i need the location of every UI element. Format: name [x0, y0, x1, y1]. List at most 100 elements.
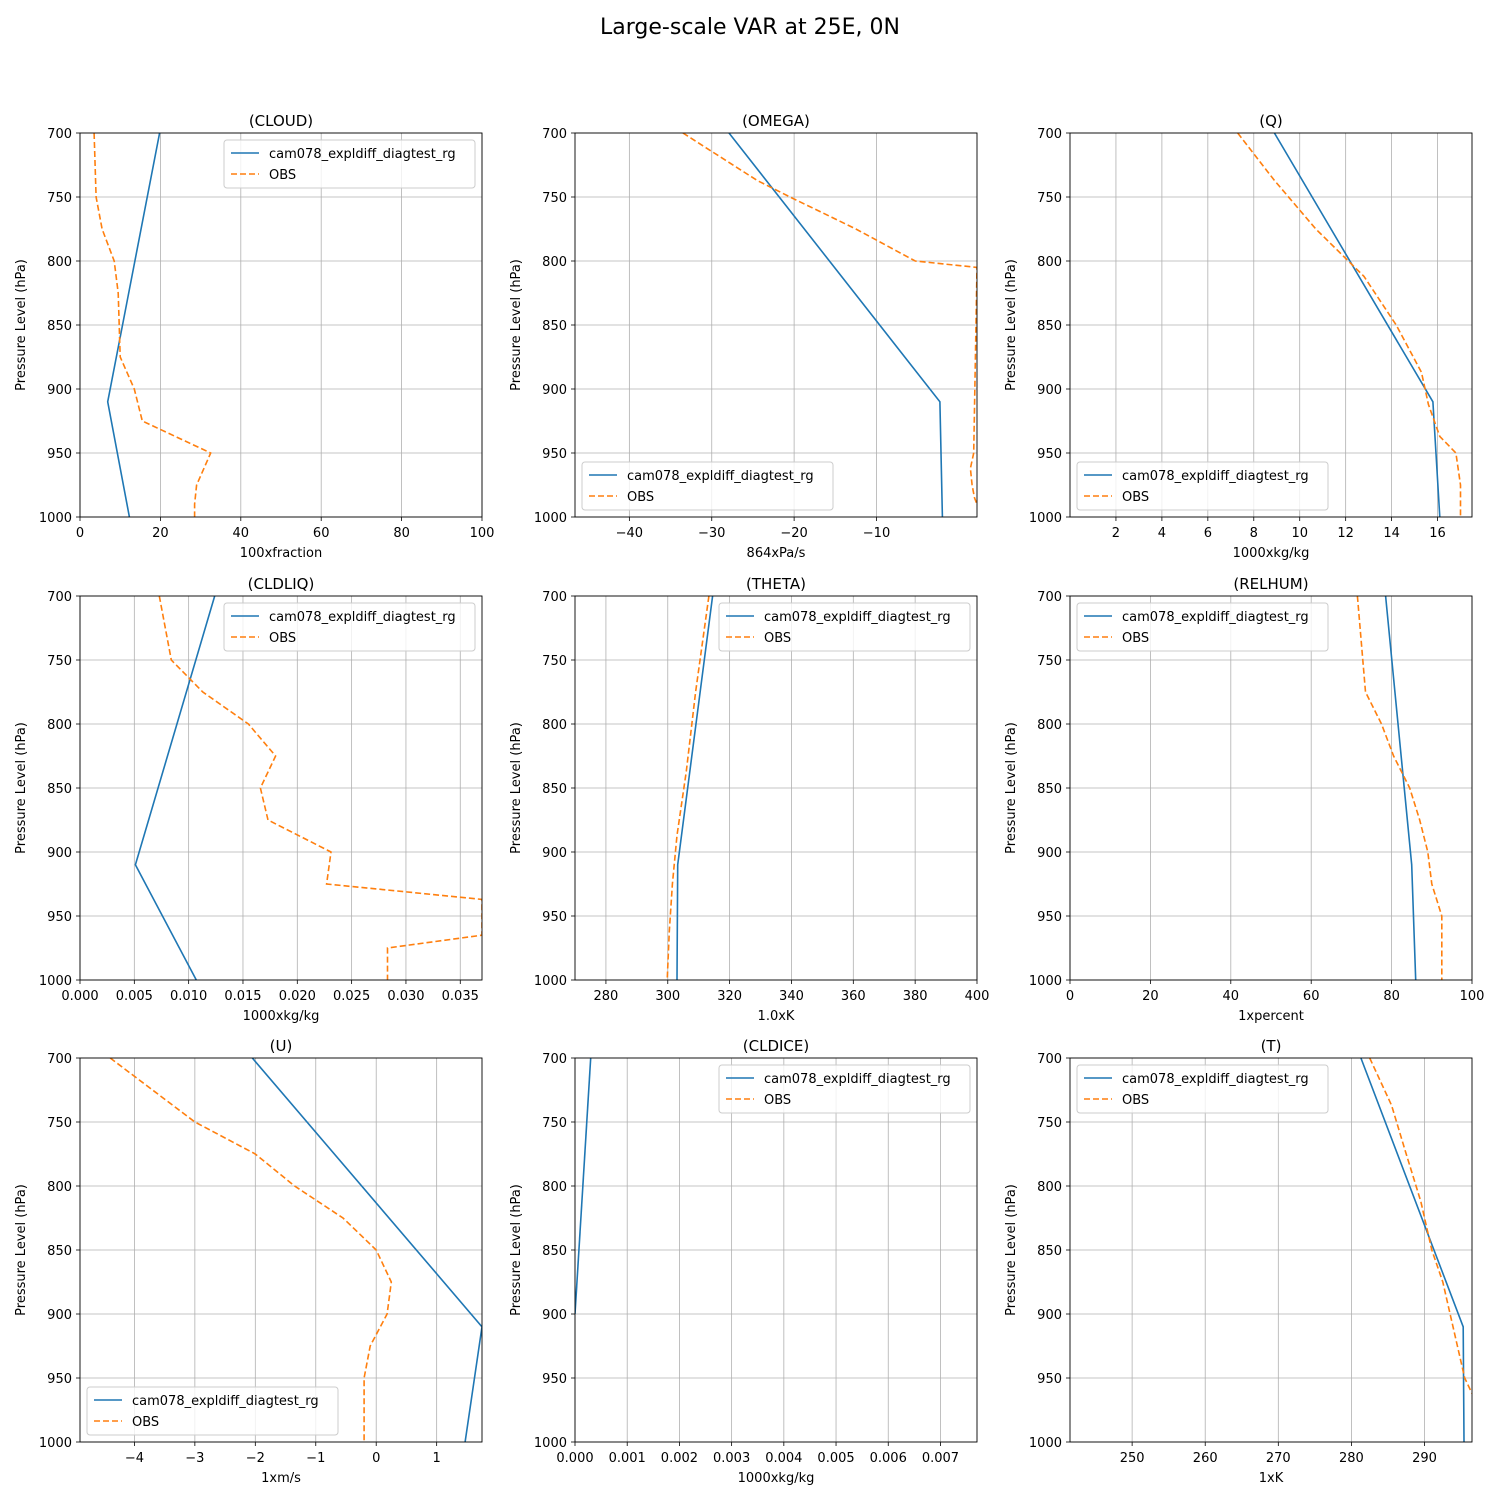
x-tick-label: 0: [1066, 989, 1074, 1004]
x-tick-label: 20: [1142, 989, 1159, 1004]
subplot-5: 280 300 320 340 360 380 400 700 750 800 850 900 950 1…: [509, 575, 989, 1024]
obs-series-line: [1356, 596, 1443, 980]
x-tick-label: −30: [698, 526, 725, 541]
x-tick-label: 400: [965, 989, 990, 1004]
model-series-line: [676, 596, 714, 980]
y-tick-label: 750: [542, 654, 567, 669]
y-tick-label: 750: [1037, 191, 1062, 206]
legend-box: [718, 602, 971, 652]
x-axis-label: 1.0xK: [758, 1009, 795, 1024]
x-tick-label: 340: [779, 989, 804, 1004]
x-tick-label: 0.007: [922, 1451, 959, 1466]
subplot-title: (CLDICE): [743, 1037, 809, 1055]
x-tick-label: 0.001: [609, 1451, 646, 1466]
y-tick-label: 900: [47, 383, 72, 398]
legend-entry-label: cam078_expldiff_diagtest_rg: [1122, 469, 1309, 484]
obs-series-line: [1237, 133, 1462, 517]
y-tick-label: 1000: [534, 511, 567, 526]
subplot-title: (CLOUD): [249, 112, 313, 130]
subplot-title: (Q): [1259, 112, 1283, 130]
y-tick-label: 1000: [1029, 1436, 1062, 1451]
plot-frame: [79, 132, 483, 518]
x-axis-label: 864xPa/s: [747, 546, 806, 561]
x-tick-label: 8: [1250, 526, 1258, 541]
x-tick-label: 0.025: [333, 989, 370, 1004]
y-tick-label: 950: [542, 1372, 567, 1387]
y-axis-label: Pressure Level (hPa): [14, 722, 29, 854]
x-tick-label: 16: [1429, 526, 1446, 541]
y-tick-label: 900: [542, 1308, 567, 1323]
y-tick-label: 1000: [39, 974, 72, 989]
y-tick-label: 750: [47, 654, 72, 669]
y-tick-label: 900: [1037, 1308, 1062, 1323]
subplot-title: (T): [1261, 1037, 1282, 1055]
legend-box: [718, 1064, 971, 1114]
obs-series-line: [158, 596, 482, 980]
y-tick-label: 900: [542, 383, 567, 398]
x-tick-label: 12: [1337, 526, 1354, 541]
legend-entry-label: OBS: [1122, 490, 1149, 505]
y-tick-label: 1000: [1029, 974, 1062, 989]
legend-entry-label: cam078_expldiff_diagtest_rg: [764, 610, 951, 625]
x-tick-label: 0.015: [224, 989, 261, 1004]
x-tick-label: 0: [372, 1451, 380, 1466]
y-tick-label: 800: [1037, 1180, 1062, 1195]
legend-entry-label: cam078_expldiff_diagtest_rg: [627, 469, 814, 484]
plot-frame: [79, 1057, 483, 1443]
x-tick-label: −3: [185, 1451, 204, 1466]
y-tick-label: 850: [47, 1244, 72, 1259]
x-tick-label: 0.000: [61, 989, 98, 1004]
legend-entry-label: cam078_expldiff_diagtest_rg: [1122, 610, 1309, 625]
legend-entry-label: OBS: [132, 1415, 159, 1430]
y-tick-label: 700: [1037, 590, 1062, 605]
subplot-9: 250 260 270 280 290 700 750 800 850 900 950 1000 (T)…: [1004, 1037, 1473, 1486]
legend-entry-label: cam078_expldiff_diagtest_rg: [1122, 1072, 1309, 1087]
x-axis-label: 1xm/s: [261, 1471, 301, 1486]
subplot-title: (RELHUM): [1233, 575, 1308, 593]
y-tick-label: 750: [1037, 654, 1062, 669]
subplot-7: −4 −3 −2 −1 0 1 700 750 800 850 900 950 1000 (U) 1xm/s…: [14, 1037, 483, 1486]
y-tick-label: 950: [47, 1372, 72, 1387]
y-tick-label: 1000: [1029, 511, 1062, 526]
plot-frame: [79, 595, 483, 981]
legend: cam078_expldiff_diagtest_rg OBS: [718, 1064, 971, 1114]
y-tick-label: 800: [1037, 255, 1062, 270]
legend-box: [223, 602, 476, 652]
y-tick-label: 950: [1037, 910, 1062, 925]
subplot-title: (CLDLIQ): [248, 575, 315, 593]
y-tick-label: 950: [47, 910, 72, 925]
x-tick-label: −10: [863, 526, 890, 541]
y-tick-label: 750: [542, 191, 567, 206]
figure-title: Large-scale VAR at 25E, 0N: [600, 15, 900, 40]
y-tick-label: 800: [1037, 718, 1062, 733]
subplot-4: 0.000 0.005 0.010 0.015 0.020 0.025 0.030 0.035…: [14, 575, 483, 1024]
model-series-line: [1384, 596, 1417, 980]
x-tick-label: 290: [1412, 1451, 1437, 1466]
x-tick-label: 2: [1112, 526, 1120, 541]
y-tick-label: 700: [1037, 1052, 1062, 1067]
model-series-line: [134, 596, 216, 980]
y-tick-label: 700: [542, 590, 567, 605]
legend-box: [1076, 602, 1329, 652]
obs-series-line: [93, 133, 212, 517]
x-axis-label: 100xfraction: [240, 546, 322, 561]
legend: cam078_expldiff_diagtest_rg OBS: [1076, 602, 1329, 652]
x-tick-label: 80: [1383, 989, 1400, 1004]
subplot-6: 0 20 40 60 80 100 700 750 800 850 900 950 1000 (RELHU…: [1004, 575, 1484, 1024]
y-axis-label: Pressure Level (hPa): [14, 1184, 29, 1316]
legend-box: [1076, 461, 1329, 511]
y-axis-label: Pressure Level (hPa): [1004, 259, 1019, 391]
y-tick-label: 900: [1037, 846, 1062, 861]
legend: cam078_expldiff_diagtest_rg OBS: [223, 139, 476, 189]
plot-frame: [574, 132, 978, 518]
y-tick-label: 850: [47, 782, 72, 797]
y-tick-label: 950: [1037, 447, 1062, 462]
y-tick-label: 900: [542, 846, 567, 861]
y-axis-label: Pressure Level (hPa): [1004, 722, 1019, 854]
x-tick-label: 0: [76, 526, 84, 541]
obs-series-line: [682, 133, 977, 505]
legend-entry-label: OBS: [764, 1093, 791, 1108]
x-tick-label: 360: [841, 989, 866, 1004]
legend: cam078_expldiff_diagtest_rg OBS: [1076, 461, 1329, 511]
model-series-line: [1273, 133, 1441, 517]
